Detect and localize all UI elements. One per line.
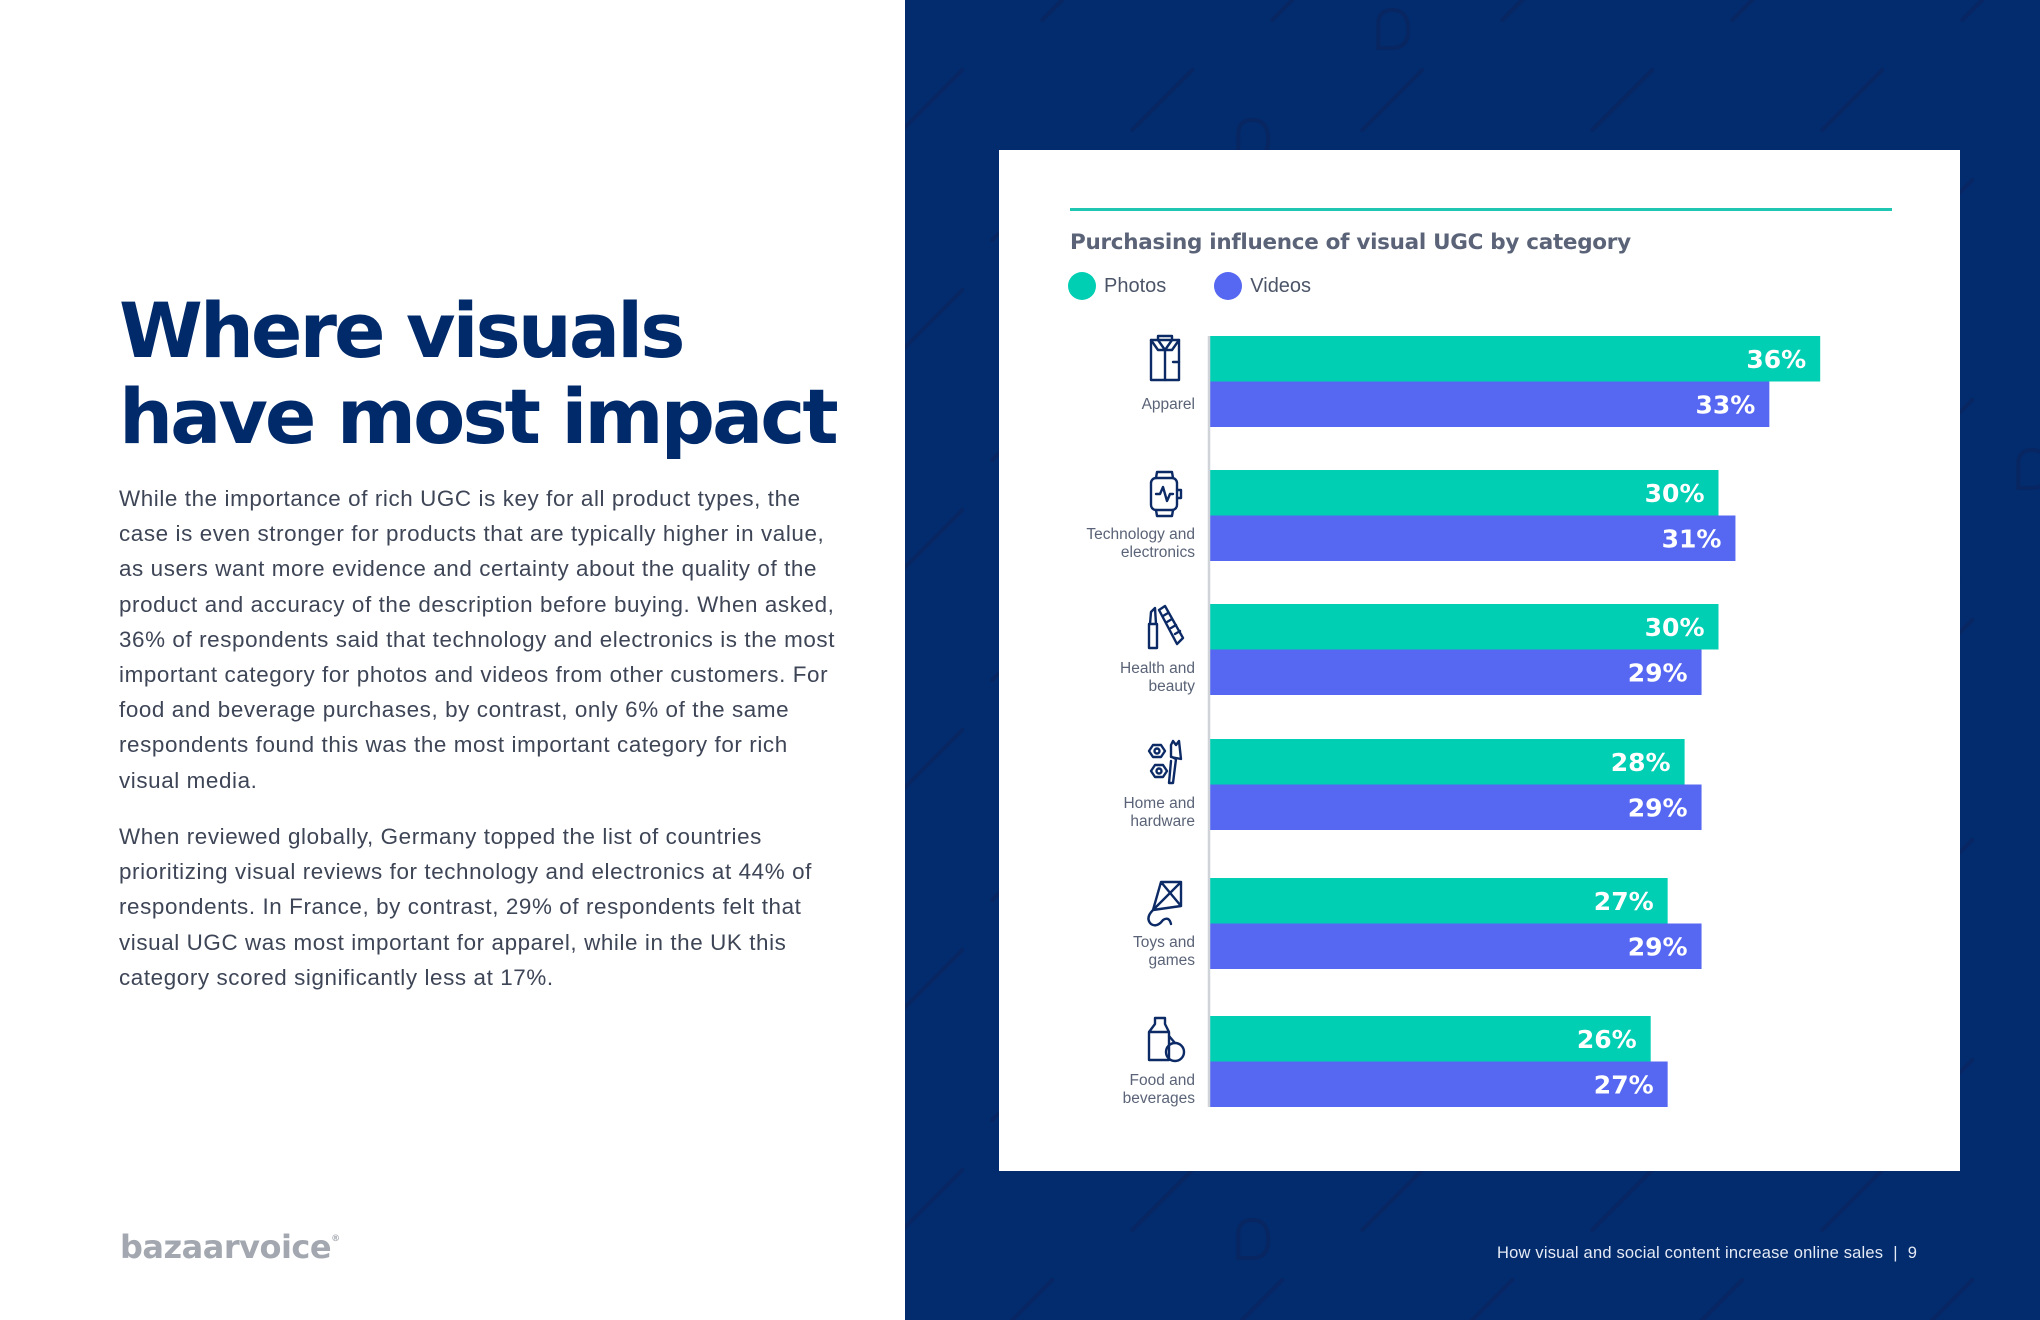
chart-card: Purchasing influence of visual UGC by ca… xyxy=(999,150,1960,1171)
value-label-photos: 26% xyxy=(1577,1025,1637,1054)
lipstick-comb-icon xyxy=(1147,604,1185,650)
category-label: electronics xyxy=(1121,544,1195,561)
pattern-slash xyxy=(1590,68,1655,132)
pattern-slash xyxy=(1130,68,1195,132)
legend-label-videos: Videos xyxy=(1250,274,1312,297)
bar-videos xyxy=(1210,381,1770,427)
pattern-slash xyxy=(905,728,965,791)
bar-videos xyxy=(1210,923,1702,969)
page-number: 9 xyxy=(1907,1244,1918,1262)
headline-line-2: have most impact xyxy=(119,372,839,461)
bar-chart: 36% 33% Apparel 30% 31% Technology andelectro… xyxy=(1086,334,1821,1107)
pattern-slash xyxy=(1929,1278,1975,1320)
legend-label-photos: Photos xyxy=(1104,274,1167,297)
pattern-slash xyxy=(1469,1278,1515,1320)
chart-legend: Photos Videos xyxy=(1068,272,1359,300)
category-label: Toys and xyxy=(1133,934,1195,951)
bar-videos xyxy=(1210,649,1702,695)
pattern-slash xyxy=(1730,0,1756,22)
category-label: games xyxy=(1148,952,1195,969)
pattern-slash xyxy=(1699,1278,1745,1320)
category-label: Home and xyxy=(1123,795,1195,812)
legend-item-videos: Videos xyxy=(1214,272,1311,300)
pattern-slash xyxy=(1270,0,1296,22)
chart-title: Purchasing influence of visual UGC by ca… xyxy=(1070,230,1631,255)
value-label-photos: 30% xyxy=(1645,479,1705,508)
pattern-speech-bubble xyxy=(2016,447,2040,490)
body-paragraph-2: When reviewed globally, Germany topped t… xyxy=(119,824,812,990)
page-headline: Where visuals have most impact xyxy=(119,288,879,460)
pattern-slash xyxy=(905,1168,965,1231)
shirt-icon xyxy=(1149,334,1181,382)
bar-photos xyxy=(1210,1016,1651,1062)
headline-line-1: Where visuals xyxy=(119,286,685,375)
logo-wordmark: bazaarvoice xyxy=(120,1228,332,1266)
pattern-slash xyxy=(1360,1168,1425,1232)
bar-videos xyxy=(1210,515,1736,561)
category-label: Health and xyxy=(1120,660,1195,677)
pattern-slash xyxy=(905,68,965,131)
bar-videos xyxy=(1210,784,1702,830)
value-label-photos: 30% xyxy=(1645,613,1705,642)
pattern-slash xyxy=(905,288,965,351)
pattern-slash xyxy=(1360,68,1425,132)
legend-item-photos: Photos xyxy=(1068,272,1166,300)
bar-photos xyxy=(1210,739,1685,785)
registered-mark: ® xyxy=(331,1234,340,1244)
pattern-slash xyxy=(1130,1168,1195,1232)
bar-videos xyxy=(1210,1061,1668,1107)
bar-photos xyxy=(1210,470,1719,516)
pattern-speech-bubble xyxy=(1376,7,1411,50)
category-label: Technology and xyxy=(1086,526,1195,543)
page-footer: How visual and social content increase o… xyxy=(1497,1244,1917,1263)
pattern-slash xyxy=(1820,68,1885,132)
body-paragraph-1: While the importance of rich UGC is key … xyxy=(119,486,836,793)
value-label-videos: 33% xyxy=(1696,390,1756,419)
value-label-videos: 27% xyxy=(1594,1070,1654,1099)
bar-photos xyxy=(1210,336,1821,382)
legend-swatch-videos xyxy=(1214,272,1243,300)
footer-separator: | xyxy=(1893,1244,1898,1262)
pattern-slash xyxy=(1009,1278,1055,1320)
value-label-photos: 36% xyxy=(1746,345,1806,374)
pattern-slash xyxy=(1590,1168,1655,1232)
legend-swatch-photos xyxy=(1068,272,1096,300)
value-label-videos: 29% xyxy=(1628,932,1688,961)
milk-apple-icon xyxy=(1147,1016,1186,1063)
pattern-slash xyxy=(1820,1168,1885,1232)
category-label: Food and xyxy=(1130,1072,1196,1089)
category-label: hardware xyxy=(1130,813,1195,830)
bar-photos xyxy=(1210,604,1719,650)
pattern-slash xyxy=(1040,0,1066,22)
category-label: beverages xyxy=(1123,1090,1196,1107)
category-group: 36% 33% Apparel xyxy=(1142,334,1821,427)
pattern-slash xyxy=(1500,0,1526,22)
category-label: Apparel xyxy=(1142,396,1195,413)
smartwatch-icon xyxy=(1149,470,1183,518)
pattern-slash xyxy=(1960,0,1986,22)
value-label-photos: 27% xyxy=(1594,887,1654,916)
value-label-videos: 29% xyxy=(1628,658,1688,687)
pattern-slash xyxy=(905,508,965,571)
footer-title: How visual and social content increase o… xyxy=(1497,1244,1884,1262)
bazaarvoice-logo: bazaarvoice® xyxy=(120,1228,340,1266)
value-label-videos: 29% xyxy=(1628,793,1688,822)
text-column: Where visuals have most impact While the… xyxy=(0,0,905,1320)
bar-photos xyxy=(1210,878,1668,924)
value-label-photos: 28% xyxy=(1611,748,1671,777)
pattern-slash xyxy=(905,948,965,1011)
kite-icon xyxy=(1147,880,1183,927)
pattern-speech-bubble xyxy=(1236,1217,1271,1260)
category-label: beauty xyxy=(1148,678,1195,695)
nuts-paintbrush-icon xyxy=(1147,739,1183,785)
value-label-videos: 31% xyxy=(1662,524,1722,553)
accent-rule xyxy=(1070,208,1892,211)
pattern-slash xyxy=(1239,1278,1285,1320)
